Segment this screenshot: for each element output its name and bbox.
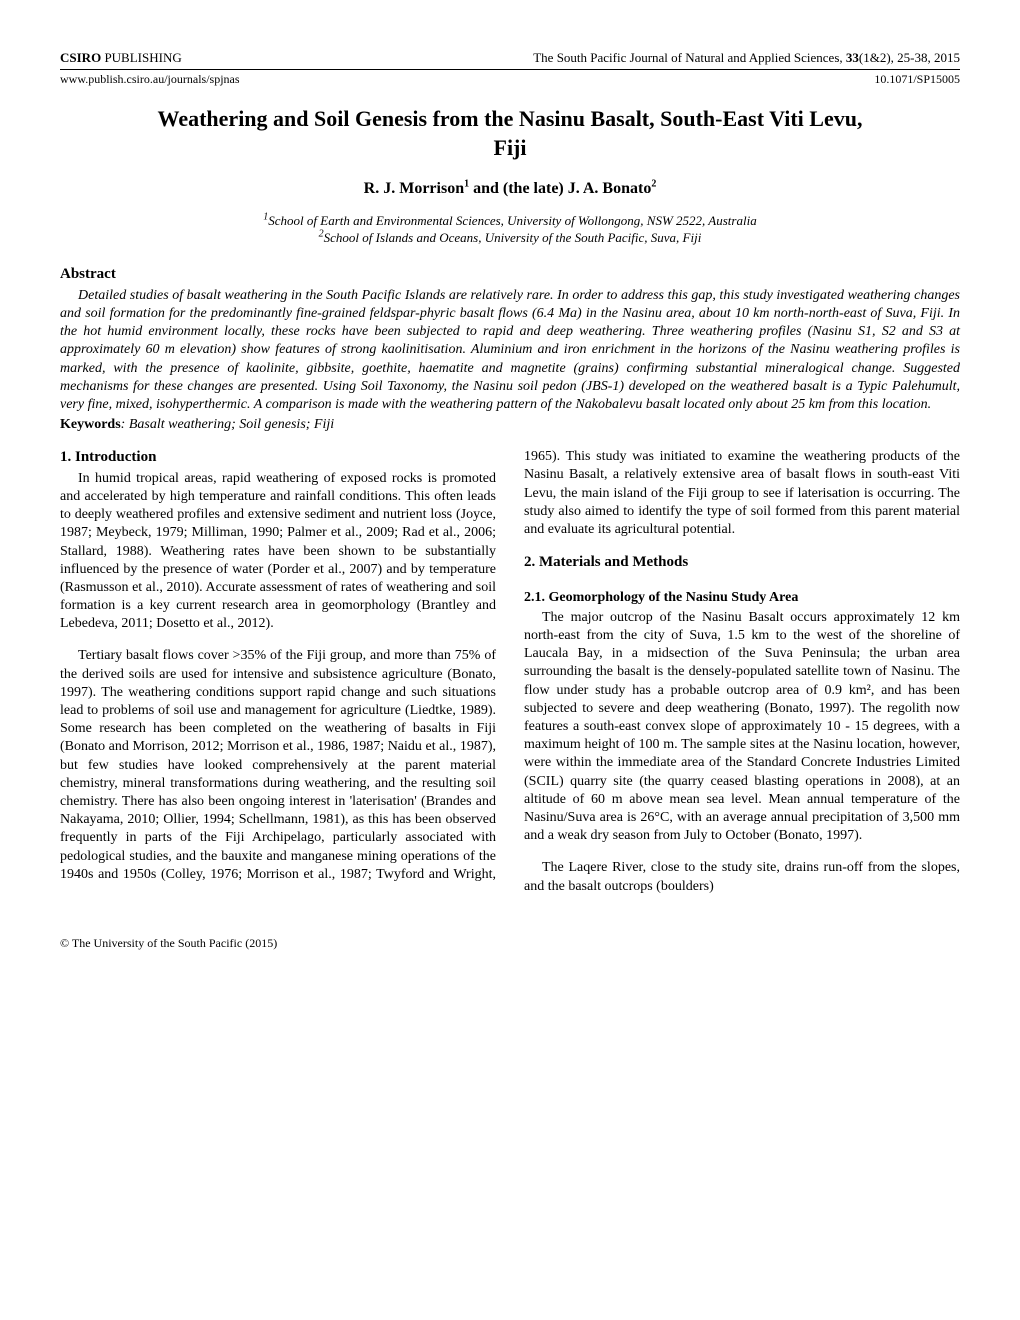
article-title: Weathering and Soil Genesis from the Nas… — [140, 105, 880, 162]
header-rule — [60, 69, 960, 70]
authors-line: R. J. Morrison1 and (the late) J. A. Bon… — [60, 179, 960, 200]
publisher-bold: CSIRO — [60, 50, 101, 65]
publisher-rest: PUBLISHING — [101, 50, 182, 65]
paragraph-gap — [524, 845, 960, 859]
sub-header-row: www.publish.csiro.au/journals/spjnas 10.… — [60, 72, 960, 88]
abstract-text: Detailed studies of basalt weathering in… — [60, 287, 960, 414]
publisher-url: www.publish.csiro.au/journals/spjnas — [60, 72, 240, 88]
author2-sup: 2 — [651, 178, 656, 189]
affiliation-1: School of Earth and Environmental Scienc… — [268, 213, 756, 228]
methods-heading: 2. Materials and Methods — [524, 553, 960, 573]
geomorphology-paragraph-2: The Laqere River, close to the study sit… — [524, 859, 960, 895]
abstract-heading: Abstract — [60, 265, 960, 285]
geomorphology-paragraph-1: The major outcrop of the Nasinu Basalt o… — [524, 609, 960, 845]
affiliation-2: School of Islands and Oceans, University… — [324, 230, 702, 245]
abstract-body: Detailed studies of basalt weathering in… — [60, 288, 960, 412]
paragraph-gap — [524, 539, 960, 553]
issue-bold: 33 — [846, 50, 859, 65]
introduction-heading: 1. Introduction — [60, 448, 496, 468]
keywords-text: : Basalt weathering; Soil genesis; Fiji — [121, 417, 334, 432]
keywords-line: Keywords: Basalt weathering; Soil genesi… — [60, 416, 960, 434]
issue-rest: (1&2), 25-38, 2015 — [859, 50, 960, 65]
intro-paragraph-1: In humid tropical areas, rapid weatherin… — [60, 470, 496, 634]
paragraph-gap — [524, 575, 960, 589]
publisher-name: CSIRO PUBLISHING — [60, 50, 182, 67]
author-and: and (the late) J. A. Bonato — [469, 180, 651, 197]
copyright-footer: © The University of the South Pacific (2… — [60, 936, 960, 952]
body-columns: 1. Introduction In humid tropical areas,… — [60, 448, 960, 895]
journal-reference: The South Pacific Journal of Natural and… — [533, 50, 960, 67]
header-row: CSIRO PUBLISHING The South Pacific Journ… — [60, 50, 960, 67]
affiliations-block: 1School of Earth and Environmental Scien… — [60, 213, 960, 247]
paragraph-gap — [60, 633, 496, 647]
geomorphology-heading: 2.1. Geomorphology of the Nasinu Study A… — [524, 589, 960, 607]
keywords-label: Keywords — [60, 417, 121, 432]
doi: 10.1071/SP15005 — [874, 72, 960, 88]
journal-name: The South Pacific Journal of Natural and… — [533, 50, 846, 65]
author1-name: R. J. Morrison — [364, 180, 464, 197]
